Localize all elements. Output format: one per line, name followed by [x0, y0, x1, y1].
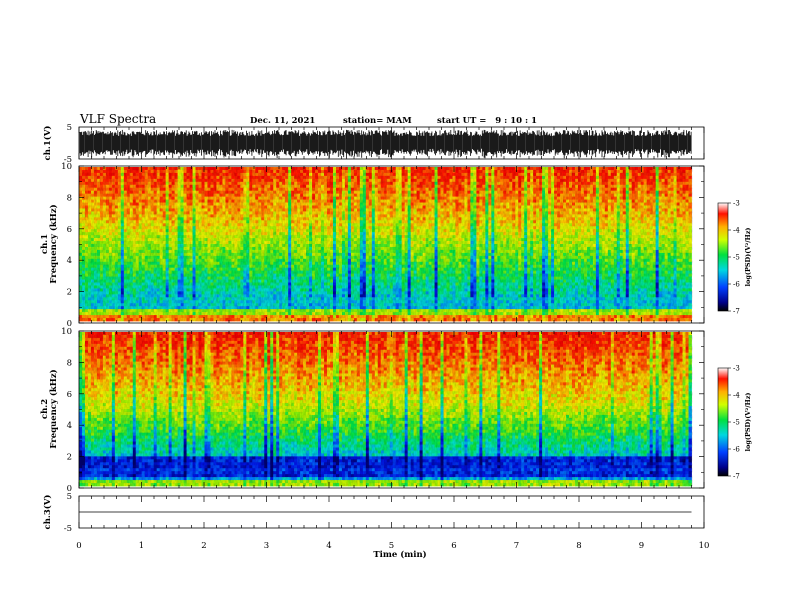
ch1-waveform-ylabel: ch.1(V): [42, 126, 53, 161]
figure-title: VLF Spectra: [79, 112, 156, 126]
header-date: Dec. 11, 2021: [250, 116, 315, 126]
ch1-ytick-bottom: -5: [64, 155, 72, 165]
ch1-waveform-trace: [79, 129, 692, 159]
header-station: station= MAM: [343, 116, 412, 126]
ch1-waveform-path: [79, 129, 692, 159]
ch1-ytick-top: 5: [67, 123, 72, 133]
header-start-time: start UT = 9 : 10 : 1: [437, 116, 537, 126]
